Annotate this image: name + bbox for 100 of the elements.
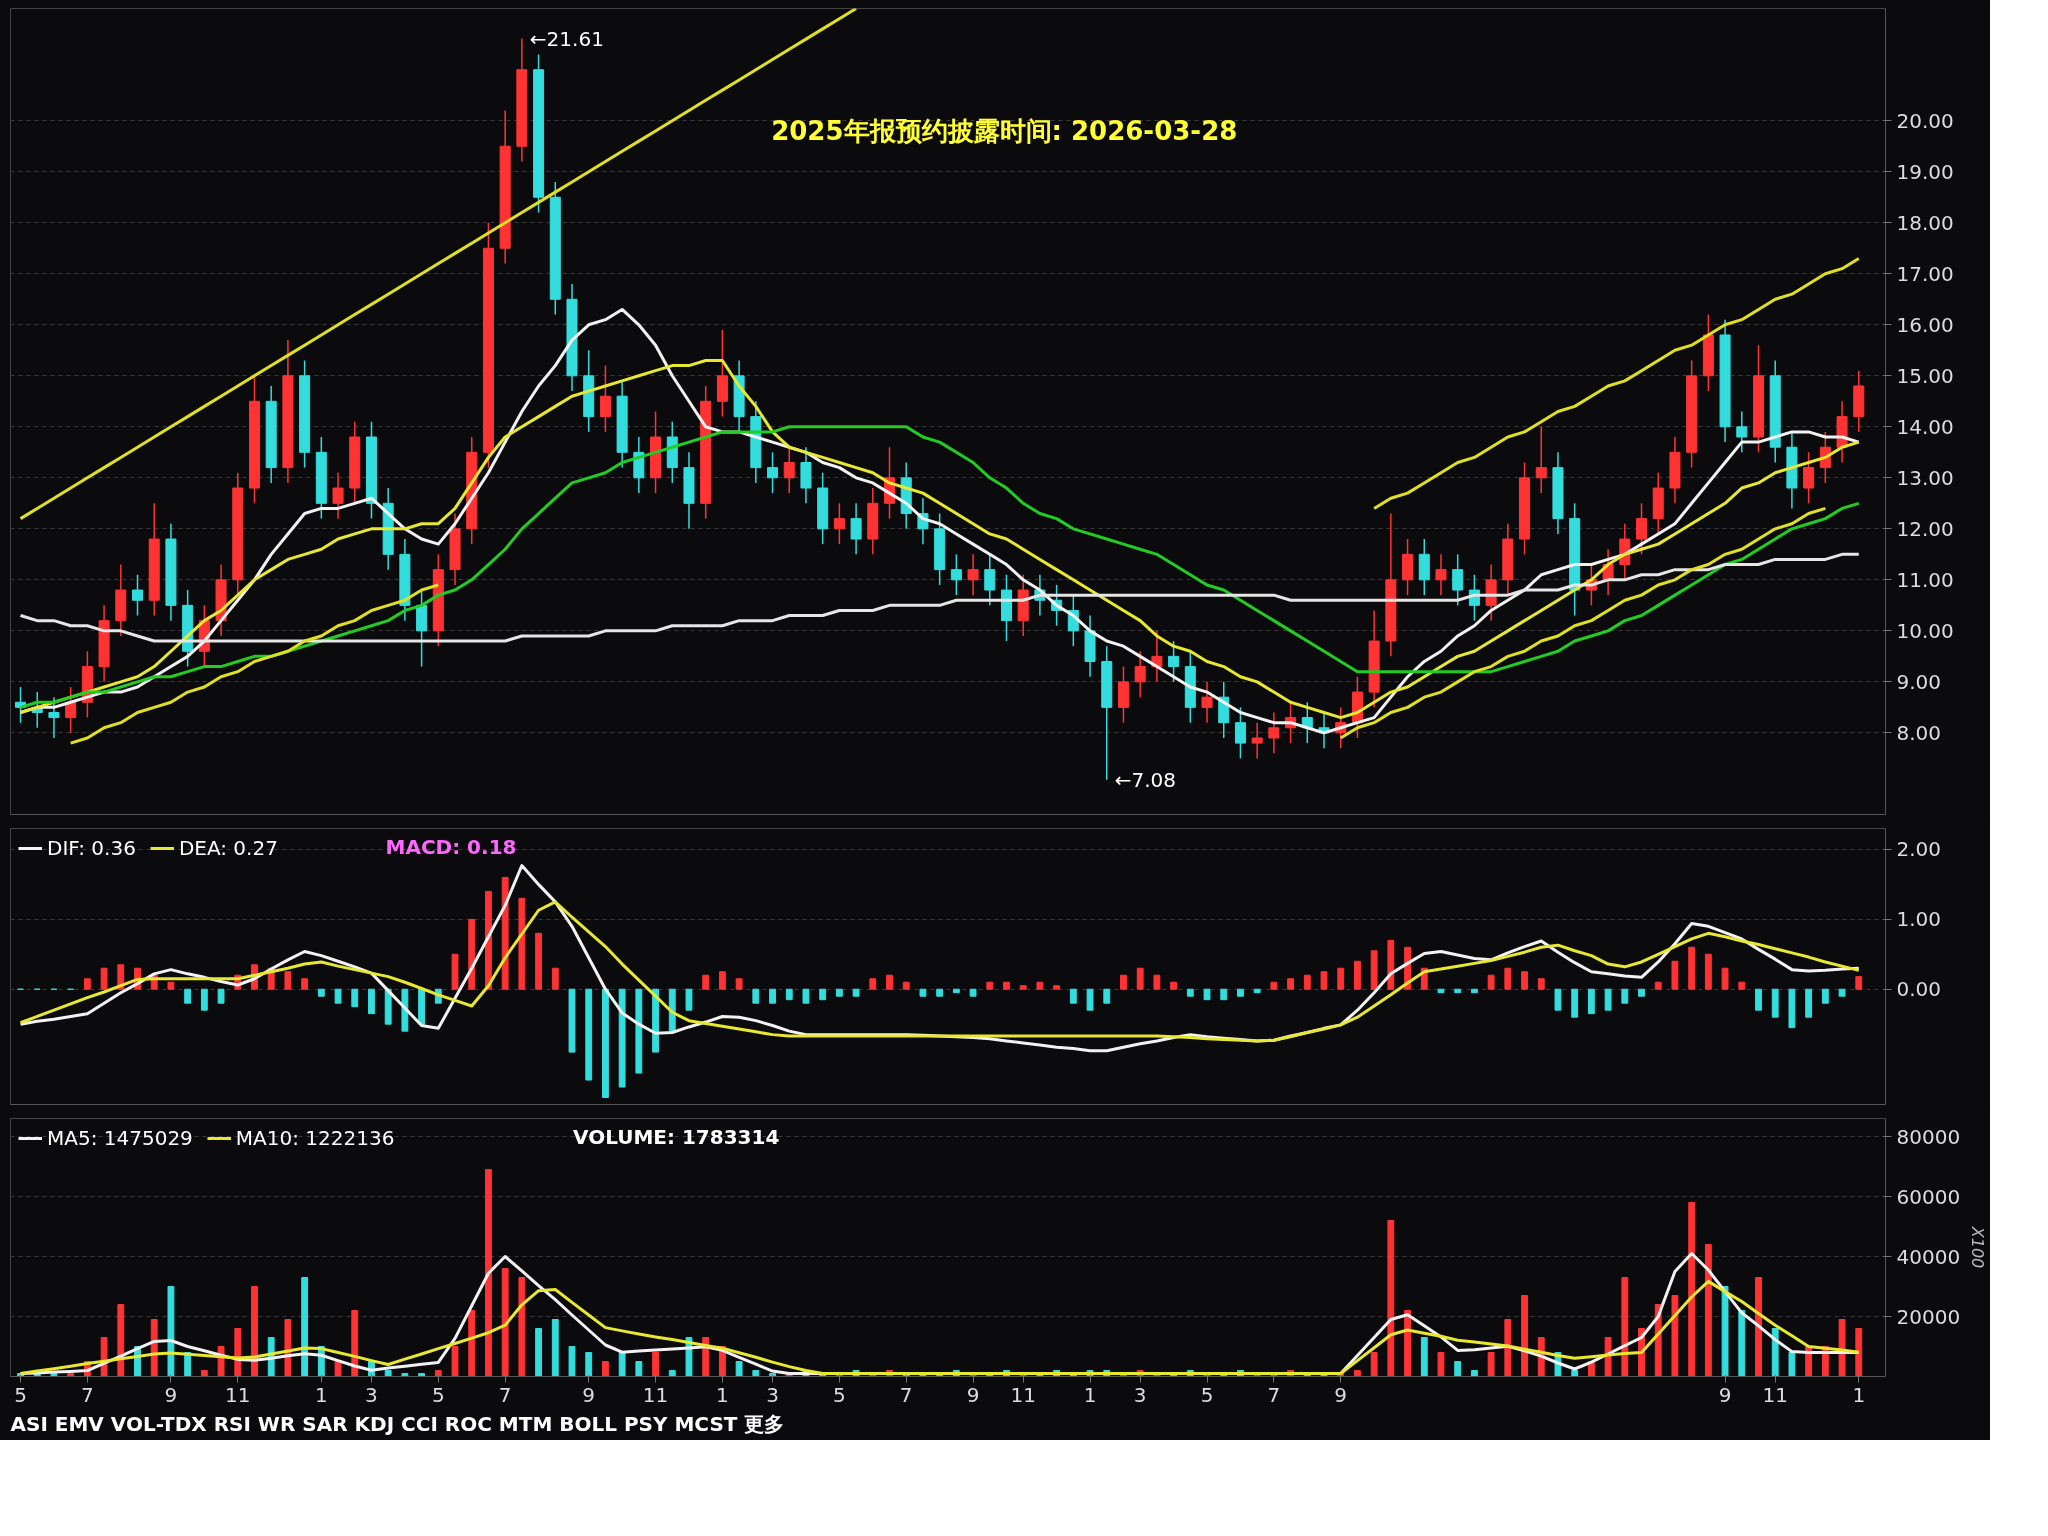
- y-tick-label: 60000: [1896, 1184, 1961, 1209]
- bar: [635, 1361, 643, 1377]
- bar: [1771, 1328, 1779, 1377]
- bar: [769, 988, 776, 1004]
- bar: [518, 897, 526, 990]
- bar: [451, 1346, 459, 1377]
- bar: [468, 918, 476, 990]
- bar: [1504, 1319, 1512, 1377]
- bar: [1738, 1310, 1746, 1377]
- bar: [1755, 988, 1762, 1011]
- x-tick-label: 1: [716, 1382, 729, 1407]
- y-axis-title: X100: [1968, 1225, 1988, 1269]
- candlestick: [1134, 650, 1146, 698]
- x-tick-label: 9: [164, 1382, 178, 1407]
- bar: [535, 932, 542, 990]
- bar: [468, 1310, 476, 1377]
- x-tick-label: 9: [966, 1382, 980, 1407]
- x-tick-label: 9: [1718, 1382, 1732, 1407]
- bar: [1303, 974, 1311, 990]
- bar: [1654, 981, 1662, 990]
- candlestick: [48, 696, 60, 739]
- bar: [1354, 1370, 1361, 1377]
- bar: [1704, 953, 1712, 990]
- bar: [501, 1268, 509, 1377]
- x-tick-label: 5: [1200, 1382, 1214, 1407]
- legend-label: MA10: 1222136: [235, 1126, 395, 1150]
- bar: [535, 1328, 542, 1377]
- bar: [702, 974, 710, 990]
- bar: [735, 978, 743, 990]
- bar: [1253, 988, 1261, 994]
- y-tick-label: 17.00: [1896, 261, 1954, 286]
- bar: [1019, 985, 1027, 990]
- bar: [1237, 988, 1244, 997]
- bar: [368, 988, 375, 1015]
- bar: [685, 988, 693, 1011]
- bar: [618, 988, 626, 1088]
- bar: [618, 1352, 626, 1377]
- bar: [785, 988, 793, 1001]
- bar: [952, 988, 960, 994]
- bar: [886, 974, 893, 990]
- y-tick-label: 40000: [1896, 1244, 1961, 1269]
- bar: [1354, 960, 1361, 990]
- bar: [1003, 981, 1010, 990]
- bar: [718, 971, 726, 990]
- bar: [1220, 988, 1228, 1001]
- x-tick-label: 3: [766, 1382, 779, 1407]
- bar: [1771, 988, 1779, 1018]
- bar: [936, 988, 944, 997]
- y-tick-label: 16.00: [1896, 312, 1954, 337]
- y-tick-label: 14.00: [1896, 414, 1954, 439]
- y-tick-label: 1.00: [1896, 907, 1942, 932]
- x-tick-label: 1: [314, 1382, 328, 1407]
- bar: [184, 988, 192, 1004]
- bar: [418, 988, 426, 1025]
- y-tick-label: 8.00: [1896, 720, 1942, 745]
- bar: [117, 1304, 125, 1377]
- candlestick: [1803, 451, 1815, 505]
- bar: [1638, 988, 1645, 997]
- y-tick-label: 19.00: [1896, 159, 1954, 184]
- bar: [1554, 988, 1562, 1011]
- y-tick-label: 2.00: [1896, 837, 1942, 862]
- x-tick-label: 11: [1010, 1382, 1036, 1407]
- line-series: [19, 900, 1861, 1043]
- candlestick: [1201, 681, 1213, 724]
- bar: [351, 1310, 359, 1377]
- bar: [1454, 988, 1462, 994]
- bar: [1287, 978, 1294, 990]
- bar: [434, 1370, 442, 1377]
- bar: [1855, 1328, 1863, 1377]
- bar: [1270, 981, 1278, 990]
- x-tick-label: 9: [1334, 1382, 1348, 1407]
- bar: [1103, 988, 1111, 1004]
- x-tick-label: 7: [899, 1382, 913, 1407]
- bar: [384, 988, 392, 1025]
- bar: [819, 988, 827, 1001]
- bar: [1470, 988, 1478, 994]
- bar: [351, 988, 359, 1008]
- bar: [1838, 1319, 1846, 1377]
- bar: [1337, 967, 1345, 990]
- bar: [585, 988, 593, 1081]
- bar: [1521, 971, 1528, 990]
- bar: [635, 988, 643, 1074]
- bar: [602, 988, 609, 1099]
- bar: [1053, 985, 1061, 990]
- bar: [1136, 967, 1144, 990]
- candlestick: [967, 553, 979, 596]
- bar: [1571, 1370, 1579, 1377]
- bar: [1704, 1244, 1712, 1377]
- y-tick-label: 12.00: [1896, 516, 1954, 541]
- bar: [518, 1277, 526, 1377]
- bar: [301, 1277, 309, 1377]
- x-tick-label: 7: [1267, 1382, 1281, 1407]
- candlestick: [767, 451, 779, 494]
- legend-label: MA5: 1475029: [47, 1126, 193, 1150]
- y-tick-label: 13.00: [1896, 465, 1954, 490]
- x-tick-label: 7: [81, 1382, 94, 1407]
- bar: [384, 1370, 392, 1377]
- annotation: MACD: 0.18: [385, 834, 517, 859]
- bar: [1855, 976, 1863, 990]
- bar: [251, 1286, 258, 1377]
